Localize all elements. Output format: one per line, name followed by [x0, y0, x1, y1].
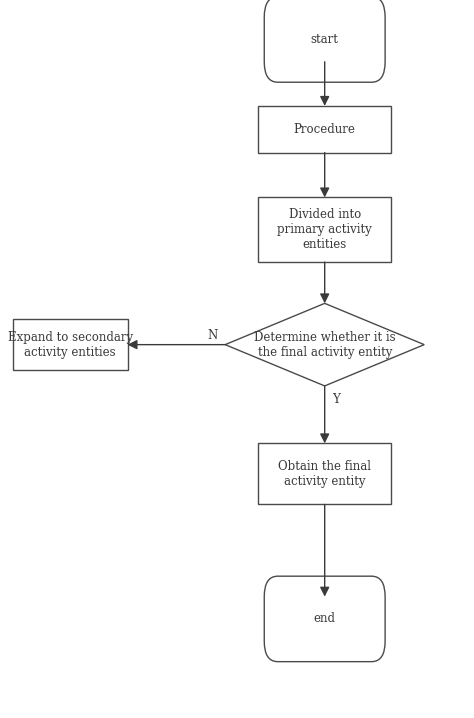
Text: start: start — [311, 33, 338, 46]
Text: end: end — [314, 612, 336, 625]
Bar — [258, 197, 391, 262]
Text: Obtain the final
activity entity: Obtain the final activity entity — [278, 460, 371, 488]
Text: Procedure: Procedure — [294, 123, 356, 136]
Text: Determine whether it is
the final activity entity: Determine whether it is the final activi… — [254, 331, 395, 358]
FancyBboxPatch shape — [264, 576, 385, 662]
Text: Y: Y — [332, 393, 340, 406]
FancyBboxPatch shape — [264, 0, 385, 83]
Bar — [258, 443, 391, 504]
Text: Divided into
primary activity
entities: Divided into primary activity entities — [277, 208, 372, 251]
Polygon shape — [225, 303, 424, 386]
Text: Expand to secondary
activity entities: Expand to secondary activity entities — [8, 331, 133, 358]
Bar — [258, 106, 391, 153]
Bar — [13, 319, 128, 370]
Text: N: N — [207, 329, 218, 342]
